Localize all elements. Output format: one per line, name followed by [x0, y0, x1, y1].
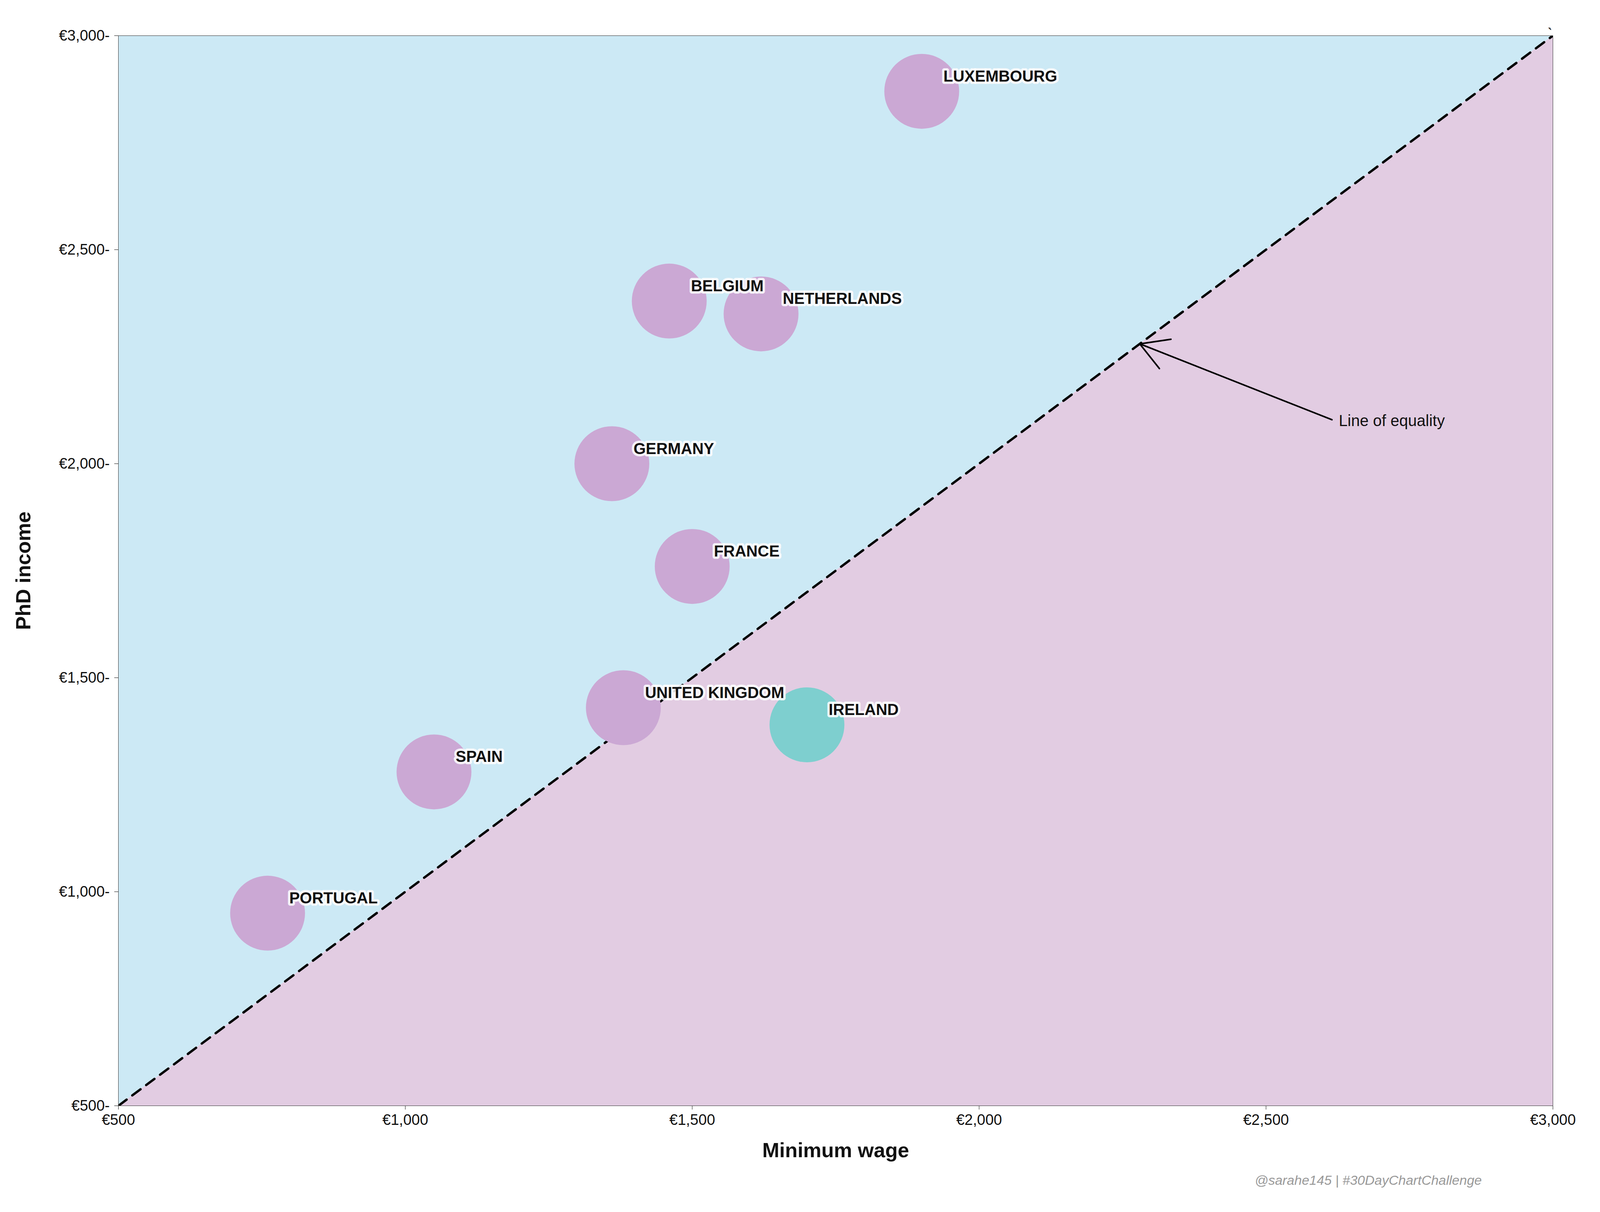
svg-text:€1,500-: €1,500- — [59, 668, 110, 686]
svg-text:€2,500-: €2,500- — [59, 241, 110, 258]
svg-text:€1,000-: €1,000- — [59, 882, 110, 900]
svg-text:Line of equality: Line of equality — [1338, 411, 1445, 430]
svg-text:BELGIUM: BELGIUM — [691, 276, 764, 295]
svg-text:ˋ: ˋ — [1547, 24, 1554, 44]
svg-text:LUXEMBOURG: LUXEMBOURG — [943, 67, 1058, 85]
svg-text:€1,500: €1,500 — [669, 1111, 716, 1128]
svg-text:€1,000: €1,000 — [382, 1111, 429, 1128]
svg-text:€3,000: €3,000 — [1529, 1111, 1576, 1128]
svg-text:€2,000: €2,000 — [956, 1111, 1002, 1128]
svg-text:€2,500: €2,500 — [1243, 1111, 1289, 1128]
svg-text:€2,000-: €2,000- — [59, 455, 110, 472]
svg-text:NETHERLANDS: NETHERLANDS — [782, 289, 902, 307]
svg-text:FRANCE: FRANCE — [713, 542, 780, 560]
svg-text:PhD income: PhD income — [11, 511, 35, 630]
svg-text:€3,000-: €3,000- — [59, 27, 110, 44]
svg-text:GERMANY: GERMANY — [633, 439, 715, 458]
svg-text:IRELAND: IRELAND — [828, 700, 899, 718]
svg-text:PORTUGAL: PORTUGAL — [289, 888, 378, 907]
html-text:@sarahe145 | #30DayChartChalle: @sarahe145 | #30DayChartChallenge — [1254, 1172, 1482, 1188]
svg-text:Minimum wage: Minimum wage — [762, 1138, 910, 1162]
svg-text:€500: €500 — [101, 1111, 136, 1128]
svg-text:UNITED KINGDOM: UNITED KINGDOM — [644, 683, 785, 701]
svg-text:SPAIN: SPAIN — [455, 747, 503, 765]
svg-text:€500-: €500- — [71, 1096, 110, 1114]
